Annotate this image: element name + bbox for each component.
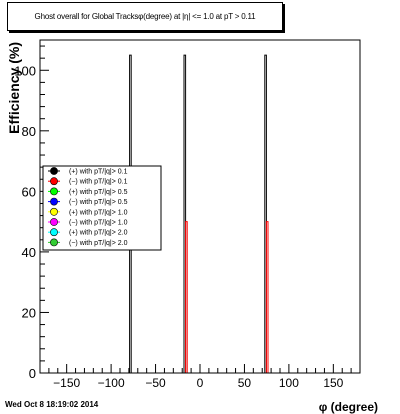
y-tick-label: 100 <box>14 63 36 78</box>
y-axis-label: Efficiency (%) <box>6 42 22 134</box>
x-tick-label: 0 <box>197 376 204 390</box>
legend-marker <box>50 207 58 216</box>
legend-label: (+) with pT/|q|> 0.5 <box>69 189 128 196</box>
x-tick-label: 50 <box>238 376 252 390</box>
legend-label: (−) with pT/|q|> 0.1 <box>69 179 128 186</box>
y-tick-label: 0 <box>29 366 36 381</box>
legend-marker <box>50 238 58 247</box>
x-tick-label: −150 <box>53 376 80 390</box>
legend-box <box>42 165 162 251</box>
histogram-bar <box>265 221 269 374</box>
legend-marker <box>50 177 58 186</box>
legend-label: (+) with pT/|q|> 0.1 <box>69 169 128 176</box>
y-tick-label: 60 <box>22 184 36 199</box>
legend: (+) with pT/|q|> 0.1 (−) with pT/|q|> 0.1… <box>42 165 162 251</box>
legend-label: (−) with pT/|q|> 1.0 <box>69 220 128 227</box>
legend-label: (+) with pT/|q|> 2.0 <box>69 230 128 237</box>
legend-label: (−) with pT/|q|> 0.5 <box>69 199 128 206</box>
legend-marker <box>50 187 58 196</box>
legend-label: (−) with pT/|q|> 2.0 <box>69 240 128 247</box>
x-axis-label: φ (degree) <box>319 400 378 414</box>
y-tick-label: 20 <box>22 305 36 320</box>
timestamp: Wed Oct 8 18:19:02 2014 <box>5 400 99 409</box>
y-tick-label: 80 <box>22 124 36 139</box>
x-tick-label: −50 <box>145 376 166 390</box>
chart-title: Ghost overall for Global Tracksφ(degree)… <box>7 2 283 31</box>
histogram-bar <box>185 221 188 374</box>
y-tick-label: 40 <box>22 245 36 260</box>
legend-label: (+) with pT/|q|> 1.0 <box>69 209 128 216</box>
legend-marker <box>50 228 58 237</box>
legend-marker <box>50 197 58 206</box>
x-tick-label: 150 <box>323 376 343 390</box>
axes-layer: −150 −100 −50 0 50 100 150 0 20 40 60 80 100 <box>14 39 361 390</box>
x-tick-label: 100 <box>279 376 299 390</box>
legend-marker <box>50 218 58 226</box>
x-tick-label: −100 <box>98 376 125 390</box>
legend-marker <box>50 167 58 175</box>
